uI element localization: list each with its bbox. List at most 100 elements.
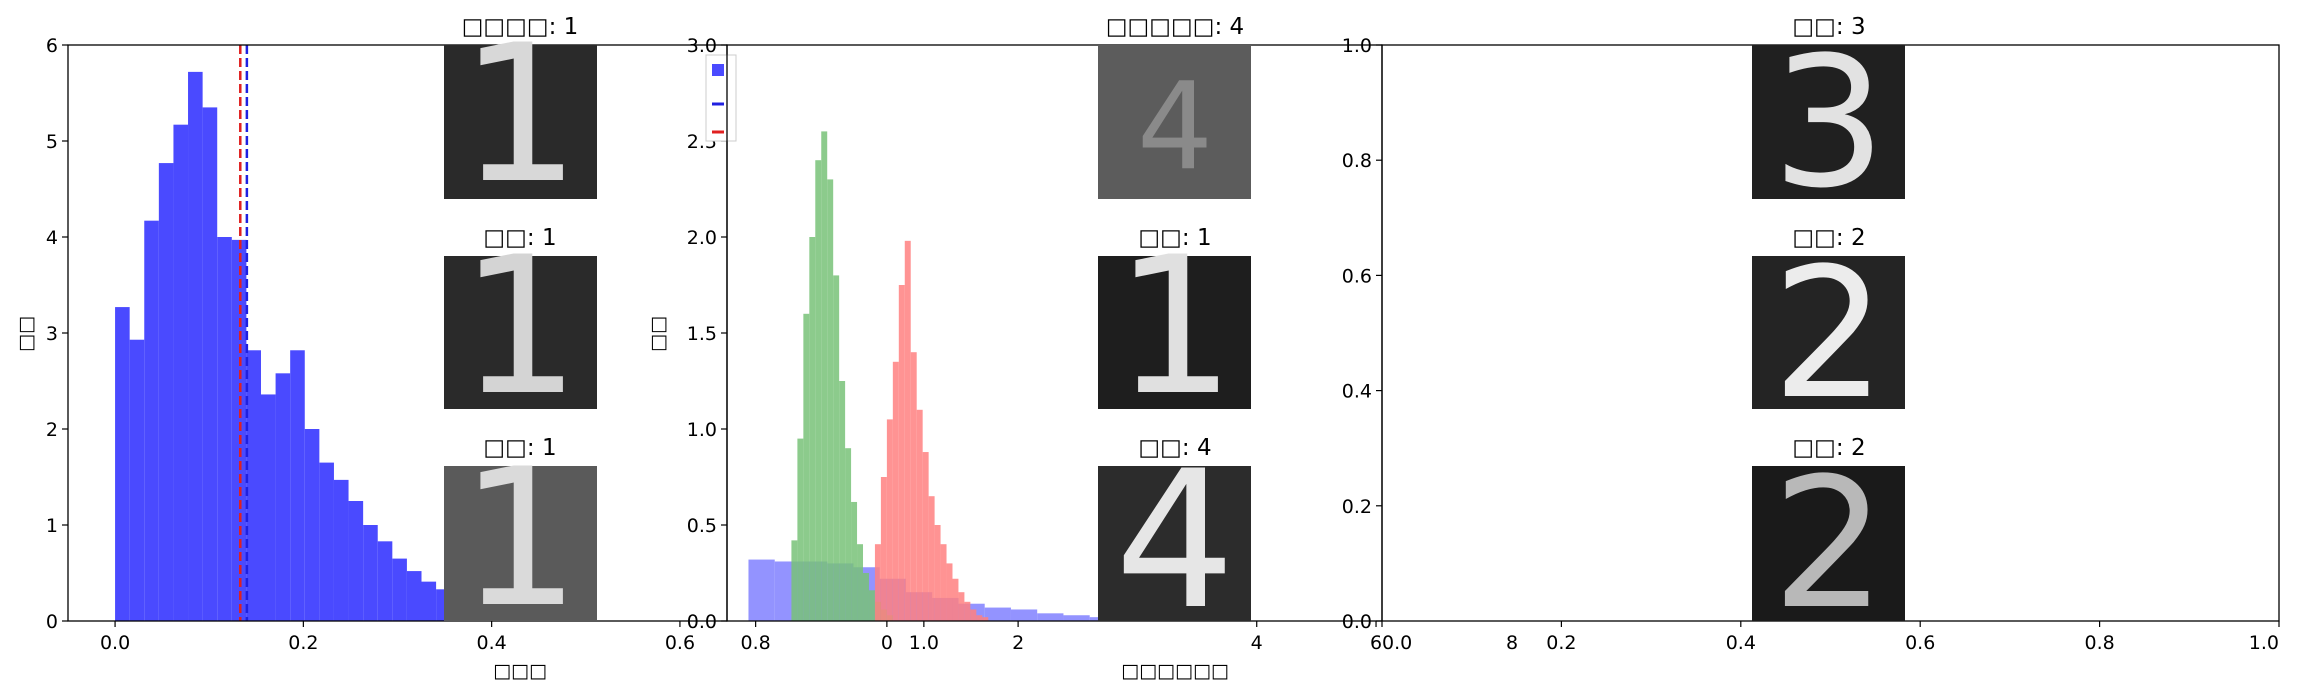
panel-1-histogram-bar <box>173 124 189 622</box>
panel-3-x-tick-label: 0.8 <box>2084 632 2114 654</box>
panel-1-thumb-1: 1 □□□□: 1 <box>444 4 597 225</box>
panel-1-histogram-bar <box>144 220 159 621</box>
panel-3-thumb-1-digit: 3 <box>1772 19 1887 228</box>
panel-3-x-tick-label: 1.0 <box>2249 632 2279 654</box>
panel-2-series-2-bar <box>797 438 804 621</box>
panel-3-x-tick-label: 0.0 <box>1382 632 1412 654</box>
panel-2-thumb-1-title: □□□□□: 4 <box>1106 14 1244 40</box>
panel-3-x-ticks: 0.0 0.2 0.4 0.6 0.8 1.0 <box>1381 621 2280 654</box>
panel-1-histogram-bar <box>304 429 320 621</box>
panel-2: 0.00.51.01.52.02.53.0 0.8 0 1.0 2 4 6 □□□□□□ … <box>647 14 1383 682</box>
panel-2-series-3-bar <box>964 601 971 621</box>
panel-1-y-tick-label: 6 <box>46 35 58 57</box>
panel-3-y-tick-label: 1.0 <box>1342 35 1372 57</box>
panel-2-series-2-bar <box>827 179 834 621</box>
panel-2-x-tick-label: 0.8 <box>741 632 771 654</box>
panel-2-y-axis-label: □□ <box>647 316 669 352</box>
panel-1-histogram-bar <box>377 541 393 621</box>
panel-2-series-2-bar <box>833 275 840 621</box>
panel-2-series-3-bar <box>970 609 977 621</box>
panel-2-x-axis-label: □□□□□□ <box>1121 660 1229 682</box>
panel-3: 0.00.20.40.60.81.0 0.0 0.2 0.4 0.6 0.8 1.0 8 … <box>1342 14 2280 654</box>
panel-2-series-1-bar <box>1037 613 1064 621</box>
panel-1-thumb-2-title: □□: 1 <box>483 225 556 251</box>
panel-1-histogram-bar <box>260 394 276 621</box>
panel-2-series-3-bar <box>880 477 887 621</box>
panel-2-y-tick-label: 0.0 <box>687 611 717 633</box>
panel-3-thumb-1: 3 □□: 3 <box>1752 14 1905 228</box>
panel-3-x-tick-label: 0.4 <box>1726 632 1756 654</box>
panel-1-y-tick-label: 5 <box>46 131 58 153</box>
panel-1-histogram-bar <box>290 350 305 621</box>
panel-3-stray-tick: 8 <box>1506 632 1518 654</box>
panel-2-legend <box>705 54 737 142</box>
panel-2-thumb-1: 4 □□□□□: 4 <box>1098 14 1251 199</box>
panel-1-histogram-bar <box>246 350 261 621</box>
panel-1-y-tick-label: 2 <box>46 419 58 441</box>
panel-3-thumb-2-title: □□: 2 <box>1792 225 1865 251</box>
panel-1-y-tick-label: 0 <box>46 611 58 633</box>
panel-3-thumb-3-title: □□: 2 <box>1792 435 1865 461</box>
panel-1-thumb-2: 1 □□: 1 <box>444 216 597 437</box>
panel-1-x-axis-label: □□□ <box>493 660 547 682</box>
panel-1-reference-lines <box>239 45 249 621</box>
panel-2-series-3-bar <box>928 496 935 621</box>
panel-1-x-tick-label: 0.2 <box>288 632 318 654</box>
panel-2-series-3-bar <box>976 615 983 621</box>
panel-2-series-3-bar <box>886 419 893 621</box>
panel-2-thumb-2-title: □□: 1 <box>1138 225 1211 251</box>
panel-1-y-tick-label: 3 <box>46 323 58 345</box>
panel-2-x-ticks: 0.8 0 1.0 2 4 6 <box>741 621 1382 654</box>
panel-3-y-tick-label: 0.4 <box>1342 381 1372 403</box>
panel-2-thumb-3: 4 □□: 4 <box>1098 430 1251 651</box>
panel-2-series-2-bar <box>868 590 875 621</box>
panel-1-histogram-bar <box>333 479 349 621</box>
panel-2-series-2-bar <box>815 160 822 621</box>
panel-1-y-axis-label: □□ <box>15 316 37 352</box>
panel-2-y-tick-label: 1.5 <box>687 323 717 345</box>
panel-3-y-ticks: 0.0 0.2 0.4 0.6 0.8 1.0 <box>1342 35 1382 633</box>
panel-2-series-3-bar <box>946 563 953 621</box>
panel-2-y-tick-label: 1.0 <box>687 419 717 441</box>
panel-2-series-2-bar <box>839 381 846 621</box>
panel-2-thumb-3-digit: 4 <box>1115 430 1236 651</box>
panel-2-series-1-bar <box>1010 609 1038 621</box>
panel-2-series-3-bar <box>898 285 905 621</box>
panel-2-series-3-bar <box>874 544 881 621</box>
panel-2-series-2-bar <box>803 313 810 621</box>
panel-2-series-2-bar <box>857 544 864 621</box>
panel-1-x-tick-label: 0.6 <box>665 632 695 654</box>
panel-3-thumb-1-title: □□: 3 <box>1792 14 1865 40</box>
panel-2-thumb-1-digit: 4 <box>1137 58 1213 197</box>
panel-1-histogram-bar <box>392 558 407 621</box>
panel-2-series-1-bar <box>1063 615 1090 621</box>
panel-1-y-tick-label: 4 <box>46 227 58 249</box>
panel-2-series-3-bar <box>916 409 923 621</box>
panel-1-histogram-bar <box>275 373 291 621</box>
panel-2-x-tick-label: 2 <box>1012 632 1024 654</box>
panel-2-series-3-bar <box>922 452 929 621</box>
panel-2-series-2-bar <box>821 131 828 621</box>
panel-3-x-tick-label: 0.6 <box>1905 632 1935 654</box>
panel-1-histogram-bar <box>348 501 364 621</box>
panel-3-thumb-3: 2 □□: 2 <box>1752 435 1905 649</box>
panel-2-series-2-bar <box>851 501 858 621</box>
panel-2-y-tick-label: 3.0 <box>687 35 717 57</box>
panel-2-series-3-bar <box>910 352 917 621</box>
panel-3-thumb-3-digit: 2 <box>1772 440 1887 649</box>
panel-1-x-tick-label: 0.4 <box>477 632 507 654</box>
panel-3-y-tick-label: 0.6 <box>1342 265 1372 287</box>
panel-1-thumb-3-title: □□: 1 <box>483 435 556 461</box>
panel-1-thumb-1-digit: 1 <box>460 4 581 225</box>
panel-2-thumb-2: 1 □□: 1 <box>1098 216 1251 437</box>
panel-1-histogram-bar <box>363 525 378 621</box>
panel-3-thumb-2: 2 □□: 2 <box>1752 225 1905 439</box>
panel-1-histogram-bar <box>115 307 130 621</box>
panel-3-x-tick-label: 0.2 <box>1546 632 1576 654</box>
panel-3-y-tick-label: 0.0 <box>1342 611 1372 633</box>
panel-2-series-3-bar <box>892 361 899 621</box>
panel-1-y-tick-label: 1 <box>46 515 58 537</box>
panel-1-y-ticks: 0 1 2 3 4 5 6 <box>46 35 68 633</box>
panel-2-series-2-bar <box>791 540 798 621</box>
